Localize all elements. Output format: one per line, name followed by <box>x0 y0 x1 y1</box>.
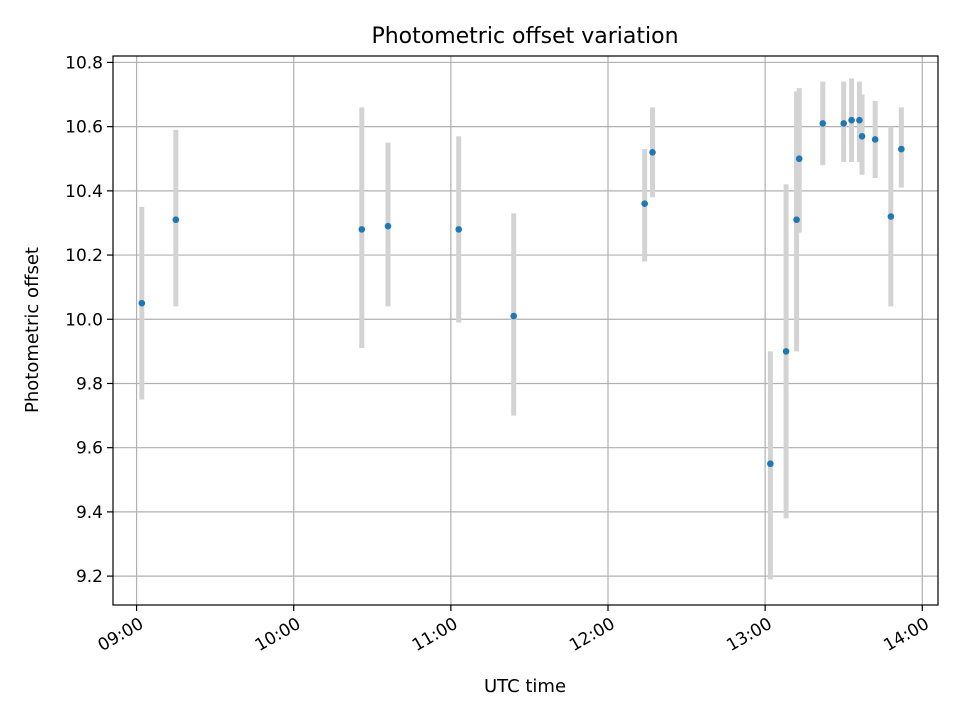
y-tick-label: 9.4 <box>76 503 103 523</box>
data-point <box>887 213 895 220</box>
data-point <box>138 299 146 307</box>
data-point <box>898 145 905 153</box>
y-axis-label: Photometric offset <box>22 247 43 413</box>
data-point <box>384 222 392 230</box>
x-gridlines <box>135 56 923 605</box>
data-point <box>858 132 866 140</box>
data-point <box>358 226 366 233</box>
data-point <box>795 155 803 163</box>
data-point <box>793 216 800 224</box>
data-point <box>510 312 518 320</box>
plot-frame <box>112 55 939 606</box>
x-axis-label: UTC time <box>484 676 566 697</box>
data-point <box>819 120 827 127</box>
y-tick-label: 9.8 <box>76 374 103 394</box>
data-point <box>455 226 463 233</box>
data-point <box>641 200 648 207</box>
y-tick-label: 10.2 <box>65 246 103 266</box>
data-point <box>840 120 848 127</box>
y-tick-label: 10.8 <box>65 53 103 73</box>
chart-title: Photometric offset variation <box>371 24 678 49</box>
data-point <box>848 116 855 124</box>
data-point <box>782 348 790 355</box>
data-point <box>767 460 774 468</box>
data-point <box>649 149 656 156</box>
data-points <box>138 116 905 468</box>
y-axis-ticks: 9.2 9.4 9.6 9.8 10.0 10.2 10.4 10.6 10.8 <box>65 53 113 587</box>
y-tick-label: 10.4 <box>65 182 103 202</box>
y-tick-label: 9.2 <box>76 567 103 587</box>
y-tick-label: 10.6 <box>65 118 103 138</box>
data-point <box>172 216 180 224</box>
y-gridlines <box>113 61 938 577</box>
y-tick-label: 9.6 <box>76 439 103 459</box>
data-point <box>871 136 879 143</box>
data-point <box>856 116 863 124</box>
y-tick-label: 10.0 <box>65 310 103 330</box>
